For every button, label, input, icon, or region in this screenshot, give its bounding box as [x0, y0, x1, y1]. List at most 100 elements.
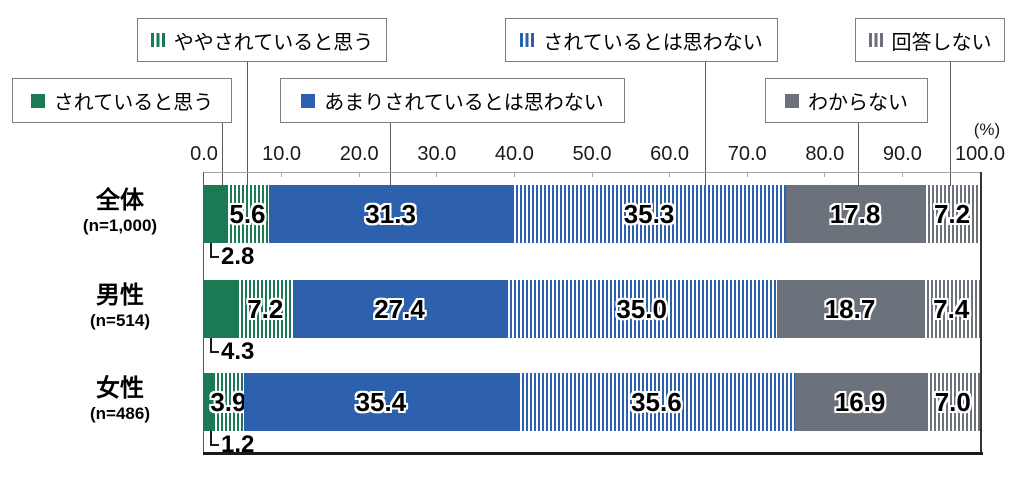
category-n: (n=486): [90, 404, 150, 423]
bar-segment: [204, 280, 238, 338]
bar-segment: 5.6: [225, 185, 270, 243]
legend-label: ややされていると思う: [173, 31, 374, 54]
plot-area: 5.6 31.3 35.3 17.8 7.2 7.2 27.4 35.0 18.7 7.4 3.…: [204, 172, 980, 458]
callout-line: [210, 431, 212, 446]
bar-josei: 3.9 35.4 35.6 16.9 7.0: [204, 373, 980, 431]
segment-value-label: 4.3: [221, 338, 255, 365]
bar-segment: 7.4: [922, 280, 980, 338]
axis-tick-label: 30.0: [417, 143, 457, 165]
category-josei: 女性 (n=486): [45, 375, 195, 424]
axis-tick-mark: [358, 173, 360, 177]
bar-segment: [204, 185, 226, 243]
segment-value-label: 7.0: [934, 386, 971, 417]
segment-value-label: 35.0: [616, 293, 667, 324]
bar-segment: 17.8: [785, 185, 925, 243]
bar-segment: 7.2: [924, 185, 980, 243]
segment-value-label: 31.3: [365, 198, 416, 229]
segment-value-label: 16.9: [834, 386, 886, 417]
legend-label: あまりされているとは思わない: [324, 92, 604, 114]
segment-value-label: 2.8: [221, 243, 255, 270]
bar-segment: [204, 373, 214, 431]
axis-tick-mark: [901, 173, 903, 177]
axis-tick-mark: [746, 173, 748, 177]
axis-tick-label: 70.0: [727, 143, 767, 165]
axis-tick-label: 20.0: [339, 143, 379, 165]
bar-segment: 35.3: [512, 185, 786, 243]
axis-tick-label: 90.0: [882, 143, 922, 165]
legend-leader-line: [705, 62, 706, 186]
axis-tick-label: 80.0: [805, 143, 845, 165]
callout-line: [210, 444, 219, 446]
legend-leader-line: [950, 62, 951, 186]
legend-leader-line: [858, 123, 859, 186]
segment-value-label: 5.6: [229, 198, 266, 229]
plot-border-left: [203, 172, 204, 453]
bar-dansei: 7.2 27.4 35.0 18.7 7.4: [204, 280, 980, 338]
segment-value-label: 3.9: [210, 386, 247, 417]
bar-segment: 7.2: [237, 280, 294, 338]
legend-item-sareteiru-towa-omowanai: されているとは思わない: [505, 18, 778, 62]
axis-tick-mark: [281, 173, 283, 177]
bar-segment: 35.6: [518, 373, 795, 431]
axis-tick-label: 100.0: [954, 143, 1006, 165]
segment-value-label: 7.4: [933, 293, 970, 324]
green-striped-marker-icon: [150, 33, 165, 47]
segment-value-label: 35.6: [631, 386, 682, 417]
segment-value-label: 7.2: [933, 198, 971, 229]
bar-segment: 27.4: [293, 280, 506, 338]
axis-tick-label: 10.0: [262, 143, 302, 165]
segment-value-label: 7.2: [247, 293, 284, 324]
callout-line: [210, 243, 212, 258]
blue-solid-marker-icon: [301, 93, 316, 108]
legend-label: わからない: [808, 92, 908, 114]
legend-leader-line: [247, 62, 248, 186]
gray-striped-marker-icon: [868, 33, 883, 47]
legend-item-yaya-sareteiru: ややされていると思う: [137, 18, 387, 62]
bar-segment: 3.9: [210, 373, 247, 431]
axis-tick-mark: [513, 173, 515, 177]
legend-label: されているとは思わない: [543, 31, 763, 54]
category-name: 男性: [96, 282, 144, 309]
segment-value-label: 17.8: [829, 198, 881, 229]
segment-value-label: 18.7: [824, 293, 876, 324]
axis-tick-label: 40.0: [494, 143, 534, 165]
axis-tick-label: 60.0: [650, 143, 690, 165]
bar-segment: 31.3: [269, 185, 513, 243]
green-solid-marker-icon: [30, 93, 45, 108]
gray-solid-marker-icon: [785, 93, 799, 108]
x-axis: (%) 0.0 10.0 20.0 30.0 40.0 50.0 60.0 70.0 80.0 9…: [190, 120, 1005, 166]
legend-item-sareteiru: されていると思う: [12, 78, 232, 123]
segment-value-label: 35.4: [355, 386, 407, 417]
callout-line: [210, 351, 219, 353]
legend-item-kaito-shinai: 回答しない: [855, 18, 1005, 62]
plot-border-right: [980, 172, 982, 453]
category-name: 女性: [96, 375, 144, 402]
bar-segment: 7.0: [925, 373, 980, 431]
axis-tick-mark: [436, 173, 438, 177]
bar-zentai: 5.6 31.3 35.3 17.8 7.2: [204, 185, 980, 243]
segment-value-label: 35.3: [623, 198, 675, 229]
axis-tick-mark: [669, 173, 671, 177]
legend-item-wakaranai: わからない: [765, 78, 928, 123]
legend-label: 回答しない: [891, 31, 992, 54]
bar-segment: 16.9: [794, 373, 926, 431]
bar-segment: 18.7: [777, 280, 923, 338]
legend-label: されていると思う: [53, 92, 214, 114]
legend-item-amari-omowanai: あまりされているとは思わない: [280, 78, 625, 123]
axis-tick-label: 0.0: [190, 143, 218, 165]
plot-border-top: [204, 172, 981, 173]
category-zentai: 全体 (n=1,000): [45, 187, 195, 236]
percent-unit-label: (%): [973, 120, 1001, 139]
callout-line: [210, 338, 212, 353]
axis-tick-mark: [591, 173, 593, 177]
category-n: (n=514): [90, 311, 150, 330]
category-name: 全体: [96, 187, 144, 214]
legend-leader-line: [222, 123, 223, 186]
axis-tick-mark: [824, 173, 826, 177]
legend-leader-line: [390, 123, 391, 186]
category-dansei: 男性 (n=514): [45, 282, 195, 331]
segment-value-label: 27.4: [374, 293, 425, 324]
callout-line: [210, 256, 219, 258]
axis-tick-label: 50.0: [572, 143, 612, 165]
